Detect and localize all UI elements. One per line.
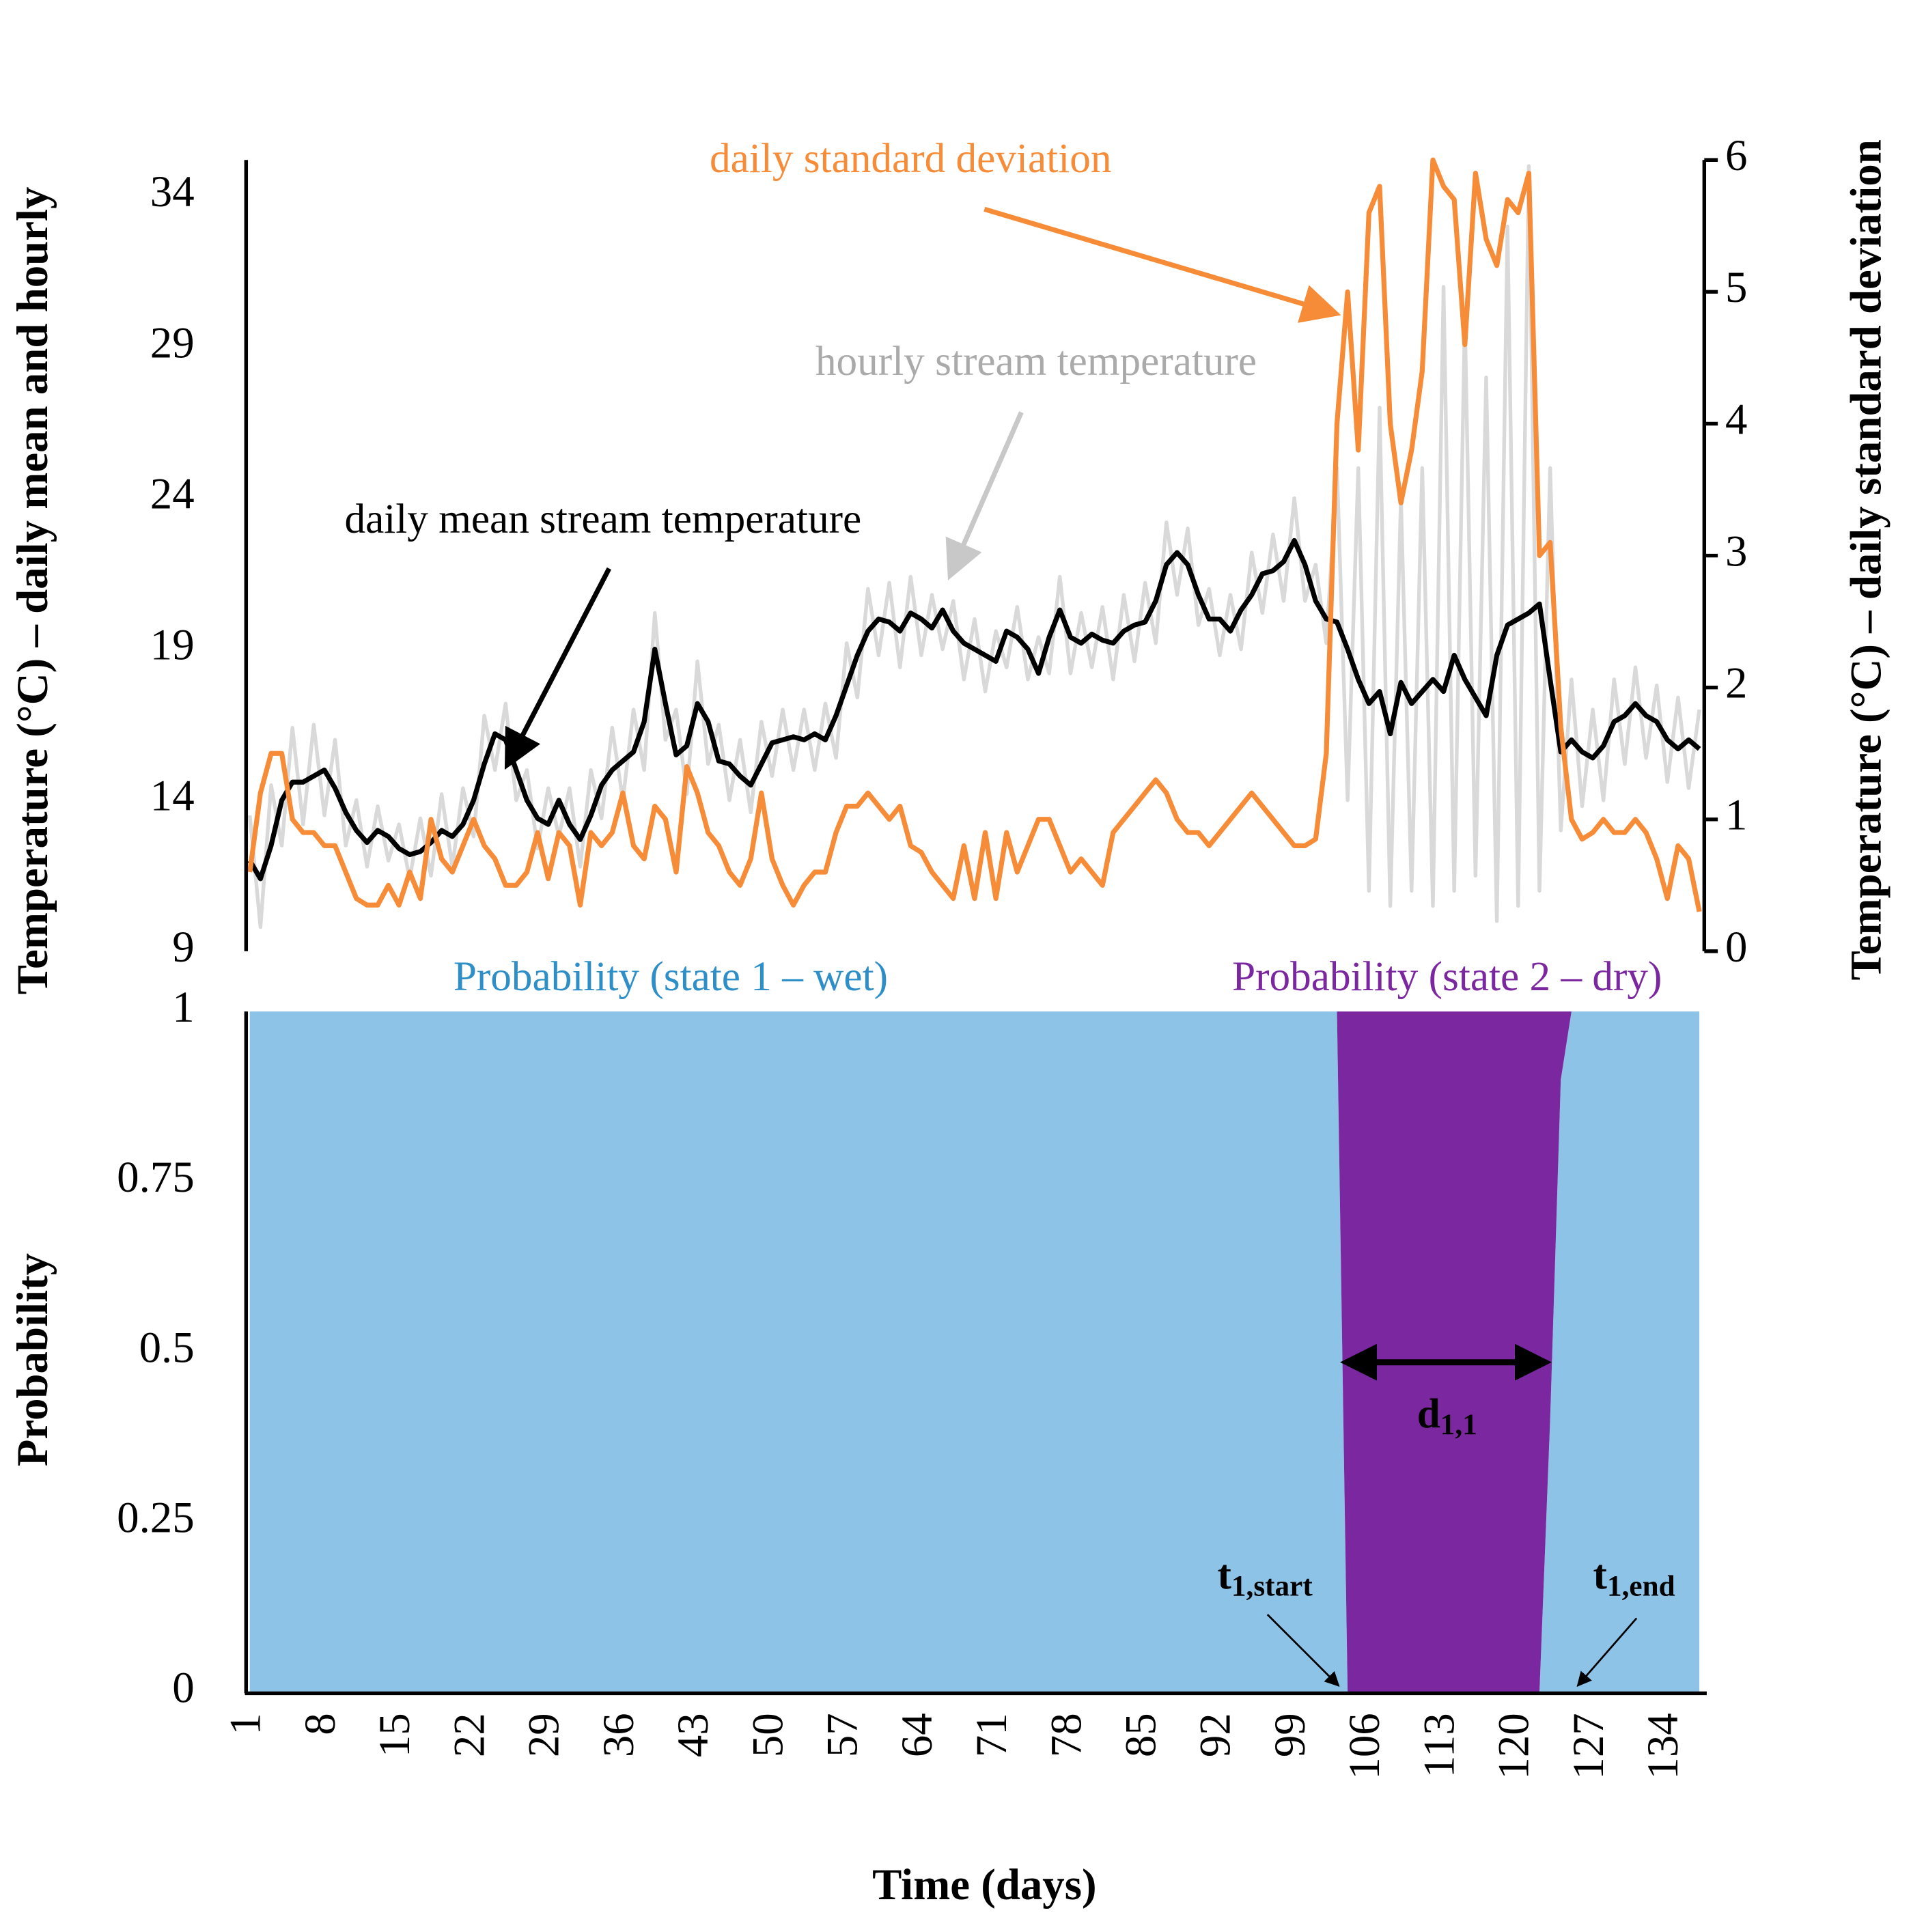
label-main: d bbox=[1417, 1390, 1440, 1437]
y2-axis-title: Temperature (°C) – daily standard deviat… bbox=[1841, 139, 1891, 980]
x-tick-label: 43 bbox=[669, 1713, 718, 1757]
x-tick-label: 15 bbox=[370, 1713, 419, 1757]
series-line bbox=[247, 537, 1701, 882]
x-axis-title: Time (days) bbox=[872, 1860, 1096, 1909]
x-tick-label: 8 bbox=[296, 1713, 345, 1735]
x-tick-label: 22 bbox=[445, 1713, 494, 1757]
y2-tick-label: 4 bbox=[1725, 395, 1747, 444]
label-sub: 1,start bbox=[1231, 1569, 1313, 1602]
label-main: t bbox=[1593, 1552, 1608, 1598]
label-sub: 1,1 bbox=[1440, 1408, 1477, 1441]
series-line bbox=[248, 164, 1701, 929]
end-label: t1,end bbox=[1593, 1552, 1675, 1602]
series-annotation: daily standard deviation bbox=[710, 135, 1111, 182]
x-tick-label: 99 bbox=[1266, 1713, 1315, 1757]
x-tick-label: 85 bbox=[1117, 1713, 1166, 1757]
y-tick-label: 34 bbox=[150, 167, 195, 216]
label-sub: 1,end bbox=[1607, 1569, 1675, 1602]
y-tick-label: 29 bbox=[150, 318, 195, 367]
y2-tick-label: 5 bbox=[1725, 263, 1747, 312]
y2-tick-label: 6 bbox=[1725, 131, 1747, 180]
x-tick-label: 78 bbox=[1042, 1713, 1091, 1757]
y-axis-title: Temperature (°C) – daily mean and hourly bbox=[8, 187, 57, 995]
x-tick-label: 36 bbox=[594, 1713, 643, 1757]
series-line bbox=[247, 157, 1702, 912]
y-axis-title: Probability bbox=[8, 1253, 57, 1466]
y2-tick-label: 1 bbox=[1725, 791, 1747, 840]
y2-tick-label: 3 bbox=[1725, 527, 1747, 576]
series-annotation: Probability (state 2 – dry) bbox=[1232, 953, 1662, 1000]
y-tick-label: 1 bbox=[172, 983, 194, 1032]
label-main: t bbox=[1217, 1552, 1231, 1598]
annotation-arrow bbox=[945, 411, 1024, 580]
series-area bbox=[249, 1011, 1700, 1692]
annotation-arrow bbox=[984, 206, 1341, 323]
start-label: t1,start bbox=[1217, 1552, 1313, 1602]
x-tick-label: 92 bbox=[1191, 1713, 1240, 1757]
y-tick-label: 0.5 bbox=[139, 1323, 195, 1372]
duration-label: d1,1 bbox=[1417, 1390, 1477, 1441]
x-tick-label: 1 bbox=[221, 1713, 270, 1735]
y-tick-label: 14 bbox=[150, 772, 195, 821]
y-tick-label: 0.25 bbox=[117, 1493, 195, 1542]
x-tick-label: 64 bbox=[893, 1713, 942, 1757]
annotation-arrow bbox=[504, 567, 612, 770]
y2-tick-label: 2 bbox=[1725, 659, 1747, 708]
areas bbox=[249, 1011, 1700, 1692]
series-annotation: Probability (state 1 – wet) bbox=[454, 953, 888, 1000]
x-tick-label: 71 bbox=[967, 1713, 1016, 1757]
x-tick-label: 134 bbox=[1638, 1713, 1688, 1779]
y-tick-label: 19 bbox=[150, 621, 195, 670]
annotation-arrow bbox=[1266, 1614, 1340, 1687]
x-tick-label: 113 bbox=[1414, 1713, 1464, 1778]
x-tick-label: 106 bbox=[1340, 1713, 1389, 1779]
y-tick-label: 24 bbox=[150, 469, 195, 518]
lines bbox=[247, 157, 1702, 929]
x-tick-label: 127 bbox=[1564, 1713, 1613, 1779]
x-tick-label: 50 bbox=[743, 1713, 792, 1757]
x-tick-label: 29 bbox=[520, 1713, 569, 1757]
series-annotation: hourly stream temperature bbox=[815, 338, 1257, 384]
x-tick-label: 57 bbox=[818, 1713, 867, 1757]
y-tick-label: 0 bbox=[172, 1664, 194, 1713]
y-tick-label: 9 bbox=[172, 923, 194, 972]
y-tick-label: 0.75 bbox=[117, 1153, 195, 1202]
annotation-arrow bbox=[1576, 1617, 1638, 1687]
series-annotation: daily mean stream temperature bbox=[344, 496, 861, 542]
x-tick-label: 120 bbox=[1490, 1713, 1539, 1779]
y2-tick-label: 0 bbox=[1725, 923, 1747, 972]
